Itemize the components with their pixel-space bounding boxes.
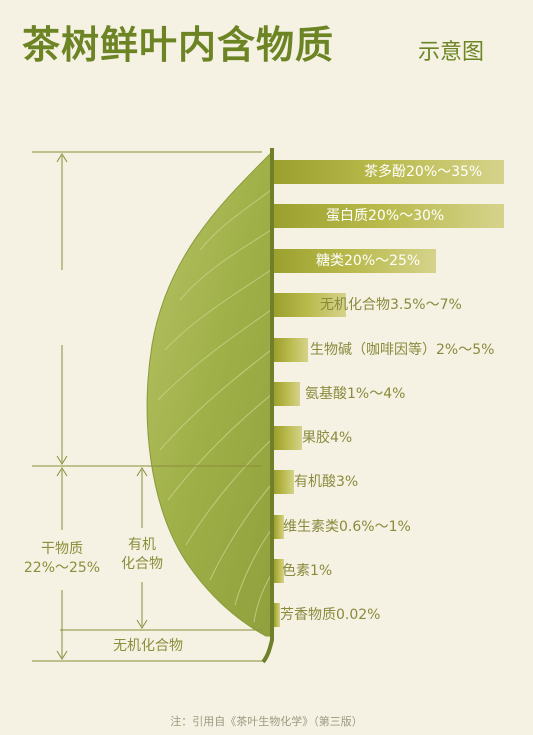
component-bar: [274, 249, 436, 273]
bracket-lines: [32, 151, 262, 662]
component-bar: [274, 603, 280, 627]
component-label: 蛋白质20%～30%: [326, 208, 445, 224]
component-bar: [274, 204, 504, 228]
organic-label-line1: 有机: [128, 537, 156, 553]
leaf-shape: [146, 150, 273, 637]
component-label: 糖类20%～25%: [316, 253, 421, 269]
component-bar: [274, 559, 284, 583]
leaf-midrib: [261, 148, 274, 664]
component-label: 氨基酸1%～4%: [305, 386, 406, 402]
source-note: 注：引用自《茶叶生物化学》（第三版）: [170, 715, 363, 728]
organic-compounds-label: 有机 化合物: [110, 536, 174, 574]
component-label: 茶多酚20%～35%: [364, 164, 483, 180]
component-label: 生物碱（咖啡因等）2%～5%: [310, 342, 495, 358]
component-bar: [274, 338, 308, 362]
component-bar: [274, 293, 346, 317]
component-bar: [274, 382, 300, 406]
dry-matter-label-line1: 干物质: [41, 541, 83, 557]
page-title: 茶树鲜叶内含物质: [22, 23, 335, 67]
dry-matter-label-line2: 22%～25%: [23, 560, 101, 576]
organic-label-line2: 化合物: [121, 556, 163, 572]
page-subtitle: 示意图: [418, 40, 485, 65]
component-bar: [274, 470, 294, 494]
component-label: 维生素类0.6%～1%: [283, 519, 411, 535]
component-label: 果胶4%: [302, 430, 353, 446]
component-bar: [274, 515, 284, 539]
component-label: 有机酸3%: [294, 474, 359, 490]
component-label: 色素1%: [282, 563, 333, 579]
dry-matter-label: 干物质 22%～25%: [14, 540, 110, 578]
component-label: 芳香物质0.02%: [280, 607, 381, 623]
component-label: 无机化合物3.5%～7%: [320, 297, 462, 313]
component-bar: [274, 160, 504, 184]
component-bar: [274, 426, 302, 450]
leaf-veins: [157, 189, 272, 623]
inorganic-compounds-label: 无机化合物: [96, 637, 200, 656]
